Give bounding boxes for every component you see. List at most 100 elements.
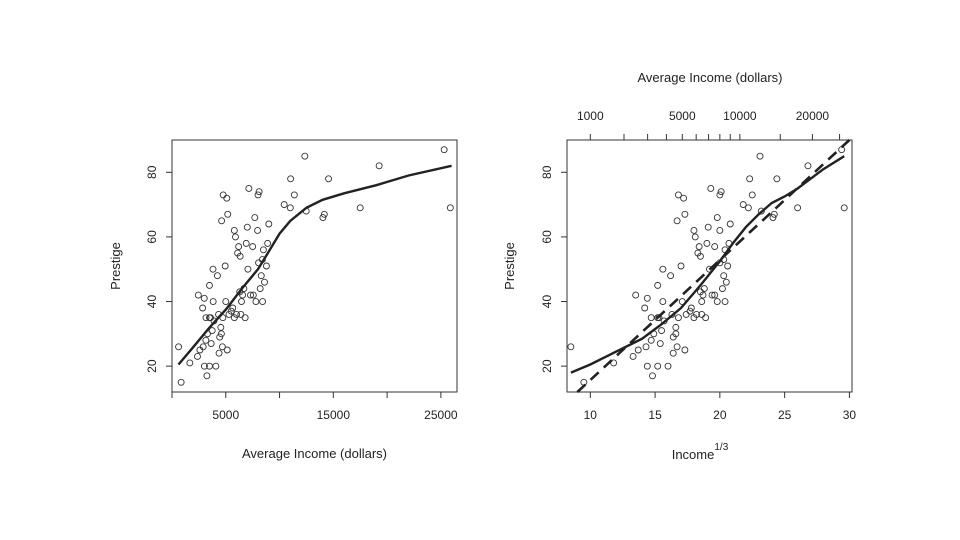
left-data-point: [232, 233, 239, 241]
left-data-point: [256, 285, 264, 293]
right-data-point: [634, 346, 642, 354]
right-data-point: [804, 162, 812, 170]
right-data-point: [703, 239, 711, 247]
right-data-point: [773, 175, 781, 183]
right-top-axis: 1000 5000 10000 20000: [577, 109, 841, 140]
left-data-point: [245, 185, 253, 192]
left-x-axis: 5000 15000 25000: [171, 392, 458, 422]
left-data-point: [209, 298, 217, 305]
left-data-point: [199, 304, 207, 312]
left-data-point: [224, 210, 232, 218]
left-data-point: [257, 272, 265, 280]
left-data-point: [218, 343, 226, 351]
right-top-tick-label: 1000: [577, 109, 604, 123]
right-data-point: [690, 227, 698, 234]
right-x-tick-label: 10: [584, 408, 598, 422]
right-data-point: [654, 362, 662, 370]
right-data-point: [680, 194, 688, 202]
right-y-tick-label: 80: [540, 165, 554, 179]
right-data-point: [686, 307, 694, 315]
right-x-axis-label: Income1/3: [672, 442, 729, 462]
left-data-point: [319, 214, 327, 221]
right-data-point: [739, 201, 747, 209]
left-data-point: [247, 291, 254, 299]
left-data-point: [249, 243, 257, 251]
left-data-point: [223, 194, 231, 202]
right-data-point: [719, 285, 726, 293]
left-data-point: [241, 314, 249, 322]
left-smooth-curve: [177, 164, 452, 366]
right-data-point: [656, 340, 664, 347]
right-data-point: [643, 362, 651, 370]
right-data-point: [696, 252, 704, 260]
right-data-point: [700, 285, 708, 293]
left-scatter-panel: 20 40 60 80 5000 15000 25000 Average Income (…: [108, 139, 458, 461]
right-data-point: [726, 220, 734, 228]
right-y-tick-label: 40: [540, 295, 554, 309]
left-y-axis-label: Prestige: [108, 242, 123, 290]
right-data-point: [641, 304, 649, 312]
right-data-point: [672, 330, 680, 338]
right-data-point: [673, 217, 681, 225]
left-data-point: [356, 204, 364, 212]
right-x-tick-label: 25: [778, 408, 792, 422]
right-data-point: [687, 304, 695, 312]
right-data-point: [721, 298, 729, 305]
right-data-point: [672, 323, 680, 331]
right-data-point: [674, 314, 682, 322]
right-x-axis-label-exponent: 1/3: [714, 442, 728, 453]
left-data-point: [222, 298, 230, 305]
right-top-axis-label: Average Income (dollars): [638, 70, 783, 85]
left-data-point: [207, 340, 215, 347]
right-data-point: [702, 314, 710, 322]
left-data-point: [286, 204, 294, 212]
right-data-point: [693, 311, 700, 318]
left-data-point: [213, 272, 221, 280]
right-data-point: [769, 214, 777, 221]
left-data-point: [229, 304, 237, 312]
left-data-point: [242, 239, 250, 247]
right-data-point: [667, 272, 675, 280]
right-plot-frame: [566, 139, 853, 393]
left-x-tick-label: 15000: [317, 408, 351, 422]
right-data-point: [794, 204, 802, 212]
left-data-point: [230, 227, 238, 234]
right-data-point: [632, 291, 640, 299]
left-data-point: [287, 175, 295, 183]
right-data-point: [744, 204, 752, 212]
right-data-point: [716, 227, 724, 234]
left-data-point: [219, 191, 227, 199]
left-data-point: [235, 243, 243, 251]
right-top-tick-label: 10000: [723, 109, 757, 123]
right-data-point: [677, 262, 685, 270]
right-data-point: [716, 191, 724, 199]
right-data-point: [699, 291, 707, 299]
right-data-point: [629, 353, 637, 360]
left-data-point: [238, 298, 245, 305]
left-data-point: [237, 311, 245, 318]
left-data-point: [262, 262, 270, 270]
right-data-point: [704, 223, 712, 231]
right-data-point: [682, 311, 690, 318]
right-data-point: [681, 346, 689, 354]
right-data-point: [724, 262, 732, 270]
right-data-point: [720, 272, 728, 280]
right-dashed-fit-line: [576, 139, 851, 393]
left-data-point: [254, 227, 262, 234]
left-data-point: [221, 262, 229, 270]
right-data-point: [658, 327, 666, 335]
right-data-point: [695, 243, 703, 251]
right-data-point: [713, 298, 721, 305]
right-data-point: [647, 314, 655, 322]
right-data-point: [673, 343, 681, 351]
right-x-axis: 10 15 20 25 30: [584, 392, 856, 422]
left-data-point: [194, 291, 202, 299]
right-data-point: [838, 146, 846, 154]
left-data-point: [206, 281, 213, 289]
right-data-point: [757, 207, 765, 215]
right-data-point: [708, 291, 716, 299]
left-y-tick-label: 60: [145, 230, 159, 244]
left-data-point: [261, 278, 268, 286]
right-top-tick-label: 20000: [796, 109, 830, 123]
right-data-point: [674, 191, 682, 199]
